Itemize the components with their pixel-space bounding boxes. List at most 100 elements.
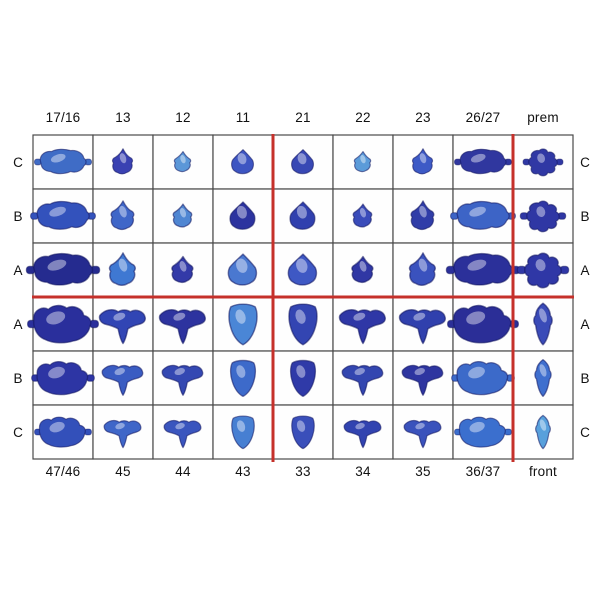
gloss-highlight — [535, 259, 546, 272]
gloss-highlight — [119, 205, 127, 218]
specimen-cell-44-A — [158, 309, 206, 345]
specimen-cell-47-46-A — [27, 304, 99, 344]
gloss-highlight — [48, 366, 65, 379]
specimen-cell-34-B — [341, 364, 384, 396]
specimen-cell-35-A — [398, 309, 446, 345]
row-label-right: C — [580, 424, 590, 440]
column-label-bottom: front — [528, 464, 557, 479]
tooth-shape-premolar-buccal — [343, 419, 382, 449]
row-label-right: B — [580, 370, 590, 386]
gloss-highlight — [296, 258, 308, 273]
gloss-highlight — [296, 365, 306, 378]
tooth-shape-premolar-buccal — [101, 364, 144, 396]
specimen-cell-23-B — [410, 200, 435, 231]
grid-cell-border — [152, 350, 214, 406]
tooth-shape-lateral-incisal — [171, 255, 194, 284]
column-label-bottom: 47/46 — [45, 464, 81, 479]
tooth-shape-central-incisal — [229, 201, 256, 230]
gloss-highlight — [295, 309, 306, 324]
tooth-shape-canine-buccal — [229, 359, 257, 398]
right-row-labels: C B A A B C — [574, 135, 596, 459]
gloss-highlight — [536, 206, 546, 217]
column-label-top: 22 — [355, 110, 371, 125]
gloss-highlight — [359, 261, 367, 272]
gloss-highlight — [235, 309, 246, 324]
tooth-shape-molar-occlusal — [456, 200, 510, 230]
gloss-highlight — [180, 155, 186, 164]
tooth-shape-central-incisal — [289, 201, 316, 230]
tooth-shape-molar-occlusal — [39, 148, 87, 175]
specimen-cell-47-46-C — [34, 416, 92, 448]
specimen-cell-35-B — [401, 364, 444, 396]
tooth-shape-canine-incisal — [108, 252, 136, 286]
column-label-bottom: 35 — [415, 464, 431, 479]
tooth-shape-lateral-incisal — [172, 203, 193, 228]
gloss-highlight — [539, 419, 547, 431]
row-label-left: A — [13, 316, 23, 332]
specimen-cell-47-46-B — [31, 361, 95, 396]
gloss-highlight — [414, 368, 425, 376]
specimen-cell-43-A — [228, 303, 258, 346]
gloss-highlight — [236, 205, 247, 219]
tooth-shape-premolar-occlusal — [523, 252, 563, 289]
specimen-cell-21-C — [291, 149, 315, 175]
tooth-shape-premolar-buccal — [158, 309, 206, 345]
tooth-shape-canine-incisal — [410, 200, 435, 231]
gloss-highlight — [354, 368, 365, 376]
gloss-highlight — [50, 153, 66, 163]
tooth-shape-canine-buccal — [289, 359, 317, 398]
gloss-highlight — [353, 312, 366, 321]
tooth-shape-molar-buccal — [452, 304, 512, 344]
tooth-shape-central-incisal — [227, 253, 258, 286]
gloss-highlight — [419, 153, 427, 164]
gloss-highlight — [466, 311, 486, 325]
gloss-highlight — [469, 421, 485, 433]
row-label-left: B — [13, 208, 23, 224]
grid-cell-border — [272, 188, 334, 244]
grid-cell-border — [212, 242, 274, 298]
gloss-highlight — [49, 421, 65, 433]
tooth-shape-incisor-labial — [535, 414, 551, 450]
gloss-highlight — [173, 312, 186, 321]
specimen-cell-22-A — [351, 255, 374, 284]
specimen-cell-23-C — [411, 148, 434, 175]
gloss-highlight — [296, 205, 307, 219]
tooth-shape-premolar-buccal — [161, 364, 204, 396]
specimen-cell-front-A — [533, 302, 553, 346]
tooth-shape-premolar-buccal — [398, 309, 446, 345]
specimen-cell-43-C — [231, 415, 255, 450]
tooth-shape-lateral-incisal — [173, 150, 192, 173]
gloss-highlight — [174, 368, 185, 376]
column-label-bottom: 44 — [175, 464, 191, 479]
column-label-top: 11 — [235, 110, 251, 125]
gloss-highlight — [419, 205, 427, 218]
tooth-shape-molar-occlusal — [452, 252, 514, 286]
row-label-right: C — [580, 154, 590, 170]
gloss-highlight — [113, 312, 126, 321]
specimen-cell-17-16-B — [30, 200, 96, 230]
specimen-cell-13-A — [108, 252, 136, 286]
specimen-cell-45-C — [103, 419, 142, 449]
tooth-shape-canine-incisal — [411, 148, 434, 175]
specimen-cell-26-27-C — [454, 148, 512, 175]
column-label-top: 23 — [415, 110, 431, 125]
column-label-bottom: 34 — [355, 464, 371, 479]
tooth-shape-central-incisal — [231, 149, 255, 175]
tooth-shape-lateral-incisal — [353, 150, 372, 173]
specimen-cell-12-B — [172, 203, 193, 228]
tooth-shape-incisor-labial — [533, 302, 553, 346]
row-label-left: C — [13, 424, 23, 440]
column-label-top: 21 — [295, 110, 311, 125]
gloss-highlight — [47, 259, 67, 271]
gloss-highlight — [179, 261, 187, 272]
specimen-cell-33-C — [291, 415, 315, 450]
specimen-cell-23-A — [408, 252, 436, 286]
specimen-cell-front-C — [535, 414, 551, 450]
tooth-shape-canine-buccal — [291, 415, 315, 450]
column-label-bottom: 36/37 — [465, 464, 501, 479]
gloss-highlight — [355, 422, 365, 430]
specimen-cell-36-37-B — [451, 361, 515, 396]
tooth-shape-canine-incisal — [408, 252, 436, 286]
specimen-cell-prem-C — [522, 148, 564, 177]
